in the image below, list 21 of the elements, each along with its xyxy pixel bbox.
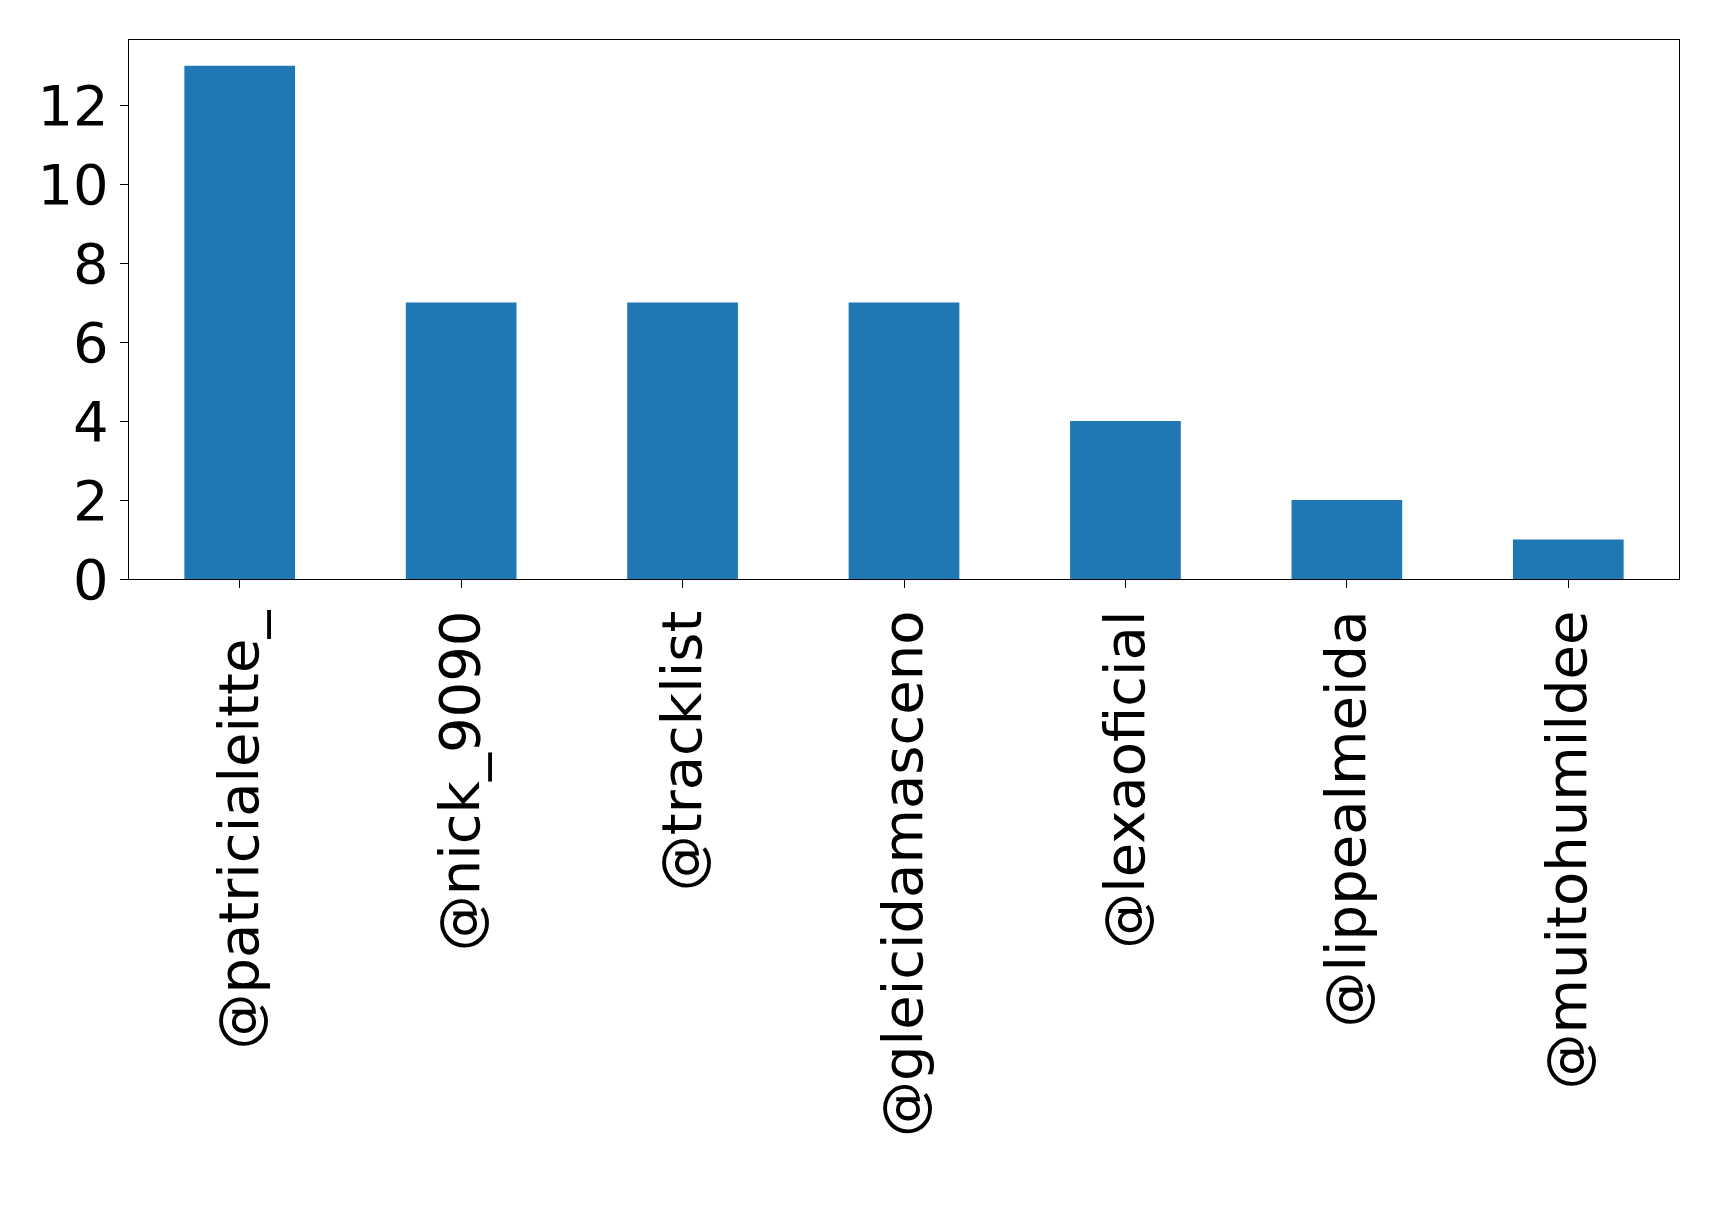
y-tick-label: 4 [73,388,109,454]
x-tick-label: @lexaoficial [1091,610,1157,949]
y-tick-label: 0 [73,546,109,612]
x-tick-label: @patricialeitte_ [205,609,271,1050]
y-tick-label: 2 [73,467,109,533]
x-tick-label: @muitohumildee [1534,610,1600,1090]
y-tick-label: 8 [73,230,109,296]
bar [1291,500,1403,579]
bar [627,302,738,579]
y-tick-label: 10 [37,151,109,217]
x-tick-label: @tracklist [648,610,714,892]
bar [1512,539,1624,579]
y-tick-label: 12 [37,72,109,138]
bar [184,65,296,579]
x-tick-label: @gleicidamasceno [870,610,936,1137]
x-tick-label: @nick_9090 [427,610,493,952]
bar [1070,421,1181,579]
bar [848,302,960,579]
y-tick-label: 6 [73,309,109,375]
x-tick-label: @lippealmeida [1313,610,1379,1028]
bar [405,302,517,579]
